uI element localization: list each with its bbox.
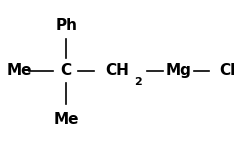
Text: CH: CH <box>106 63 130 78</box>
Text: Mg: Mg <box>166 63 192 78</box>
Text: 2: 2 <box>135 77 142 87</box>
Text: Me: Me <box>7 63 32 78</box>
Text: C: C <box>61 63 72 78</box>
Text: Ph: Ph <box>55 18 77 33</box>
Text: Me: Me <box>53 112 79 127</box>
Text: Cl: Cl <box>220 63 236 78</box>
